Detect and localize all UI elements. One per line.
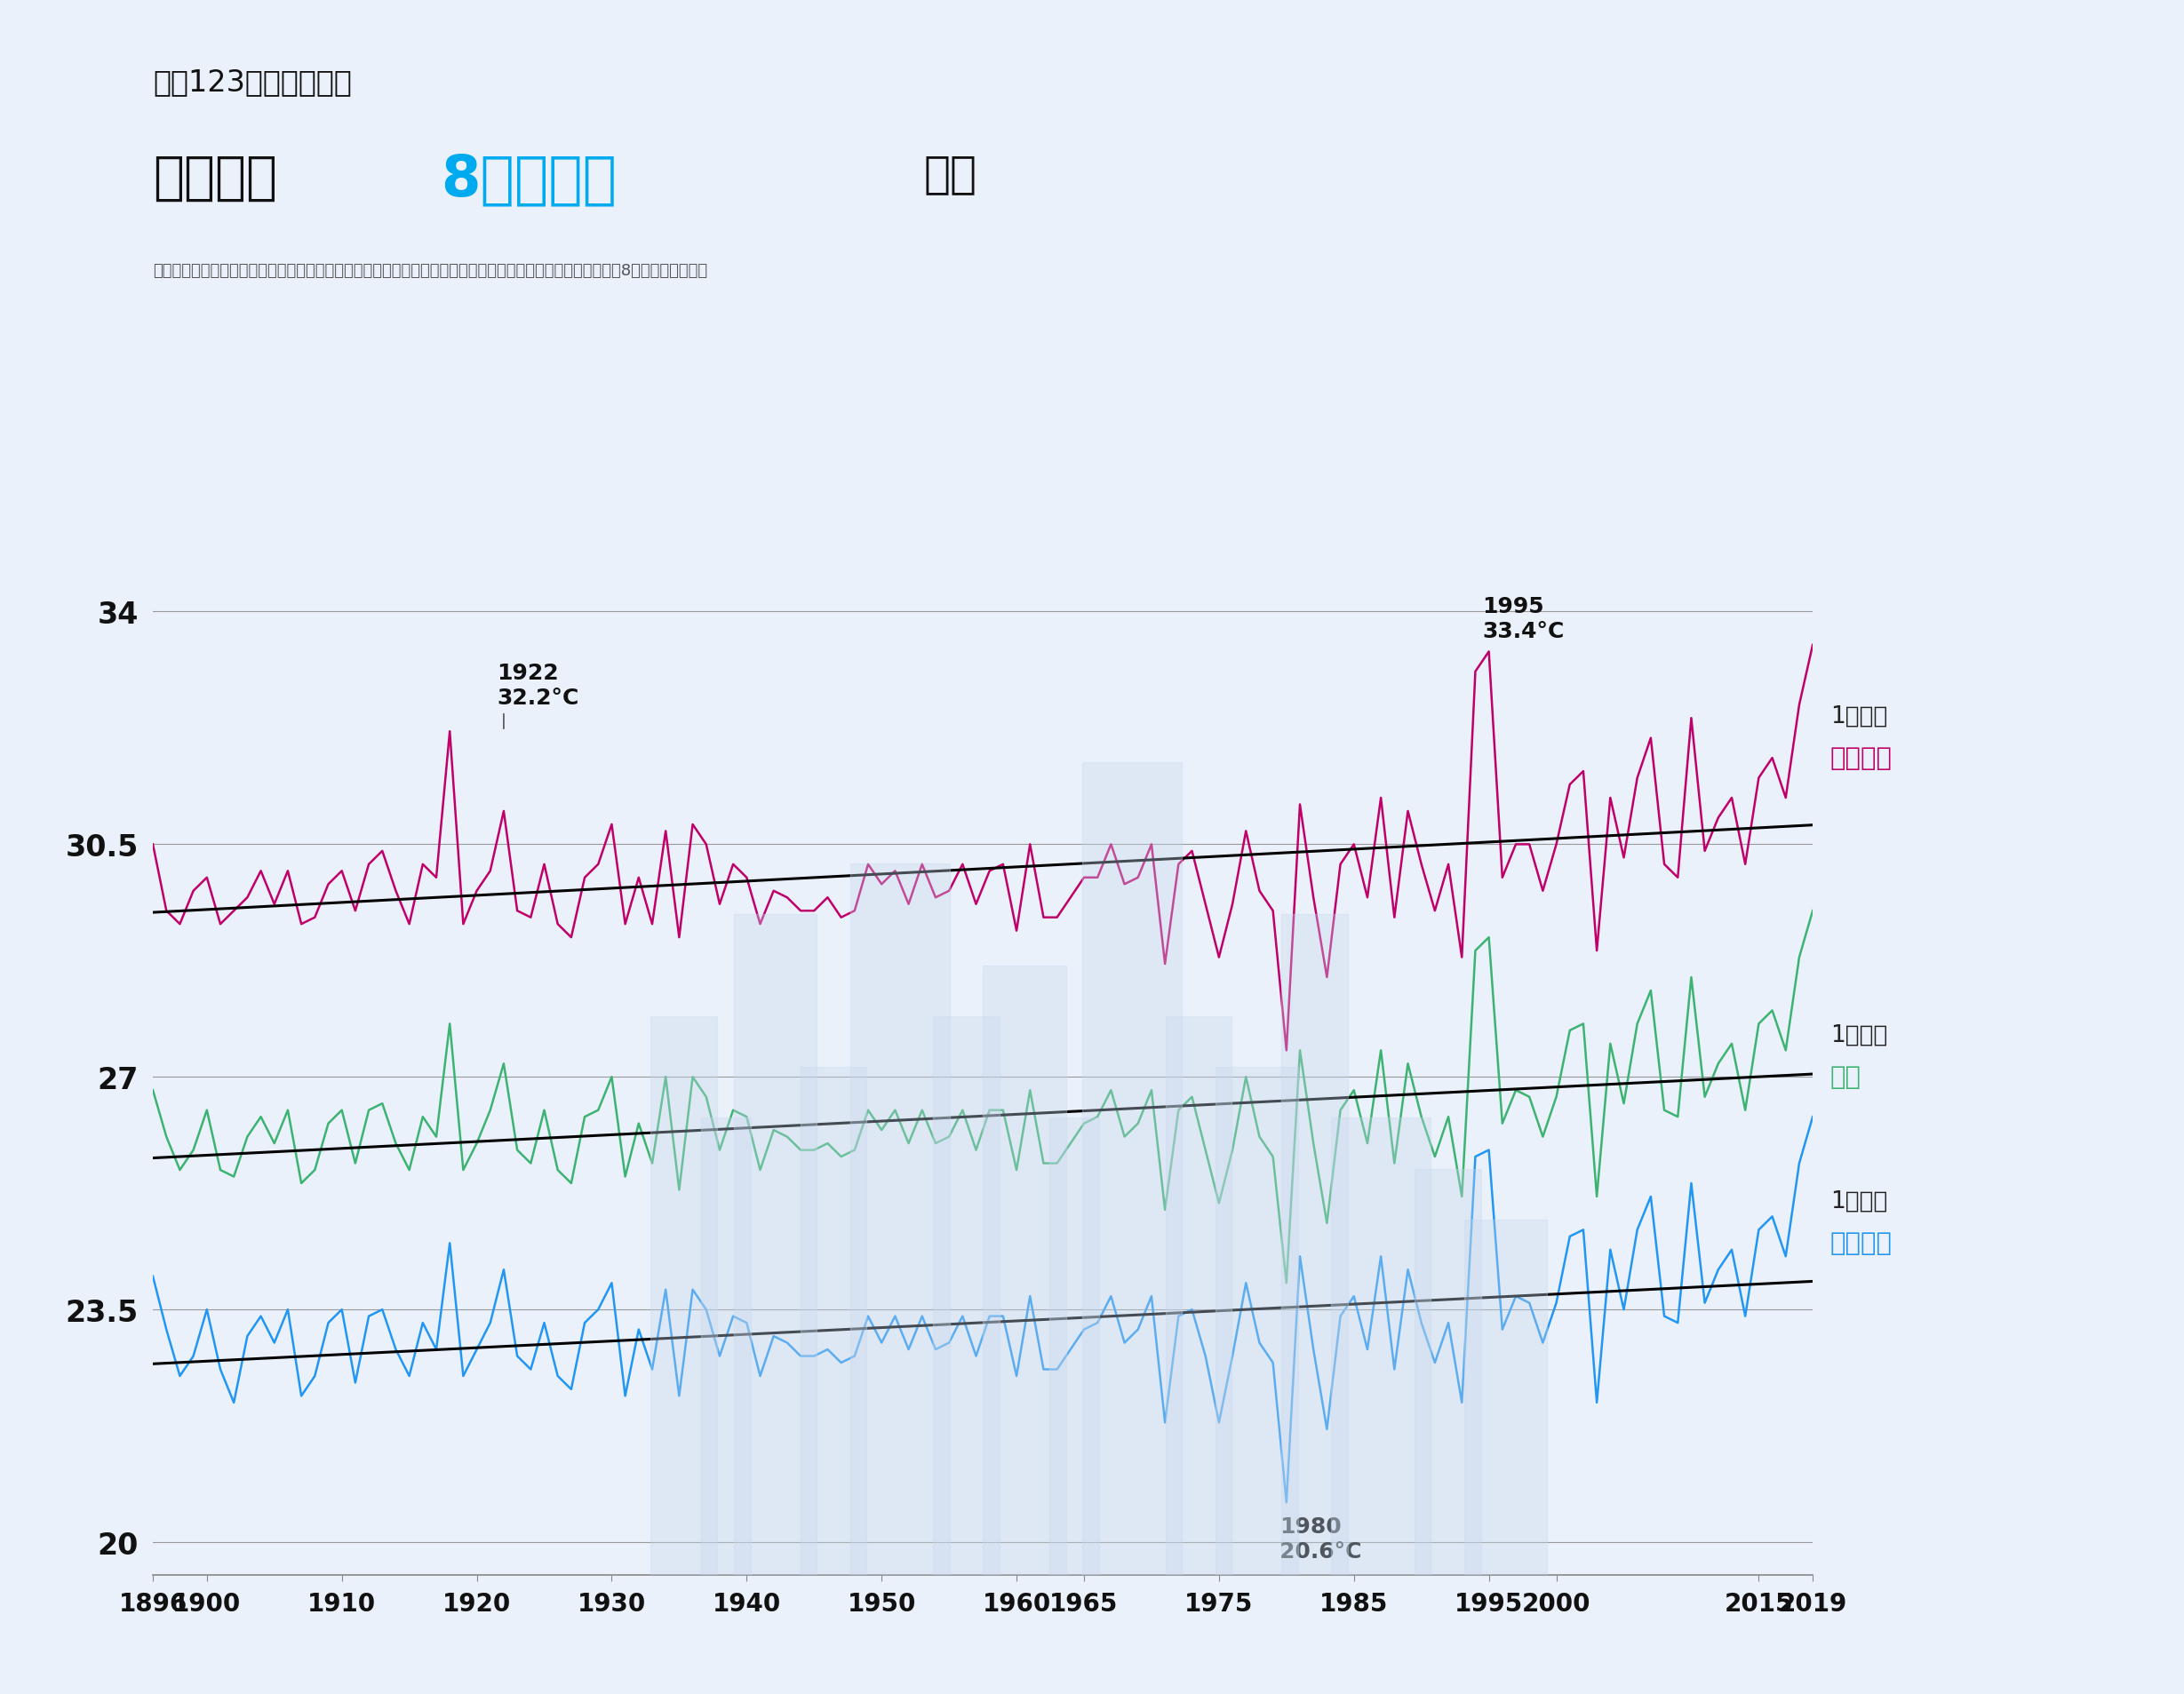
Text: 最低気温: 最低気温	[1830, 1232, 1891, 1255]
Bar	[1048, 1118, 1099, 1575]
Bar	[734, 915, 817, 1575]
Text: 1日平均: 1日平均	[1830, 705, 1887, 727]
Bar	[1214, 1067, 1297, 1575]
Bar	[799, 1067, 867, 1575]
Bar	[933, 1016, 1000, 1575]
Text: 1980
20.6°C: 1980 20.6°C	[1280, 1516, 1363, 1562]
Bar	[1083, 762, 1182, 1575]
Text: 気象庁ホームページ「観測開始からの毎月の値の横浜　日最高気温・日平均気温・日最低気温」の各項目より8月を抜粋して作成: 気象庁ホームページ「観測開始からの毎月の値の横浜 日最高気温・日平均気温・日最低…	[153, 263, 708, 278]
Bar	[651, 1016, 716, 1575]
Bar	[1463, 1220, 1546, 1575]
Text: 1995
33.4°C: 1995 33.4°C	[1483, 596, 1564, 642]
Text: 1日平均: 1日平均	[1830, 1023, 1887, 1047]
Bar	[983, 966, 1066, 1575]
Text: 最高気温: 最高気温	[1830, 745, 1891, 771]
Text: 過去123年間における: 過去123年間における	[153, 68, 352, 97]
Bar	[1332, 1118, 1431, 1575]
Bar	[701, 1118, 751, 1575]
Text: 1日平均: 1日平均	[1830, 1189, 1887, 1213]
Text: 8月の気温: 8月の気温	[441, 152, 618, 207]
Text: 気温: 気温	[1830, 1066, 1861, 1089]
Bar	[850, 864, 950, 1575]
Text: 推移: 推移	[924, 152, 976, 195]
Bar	[1282, 915, 1348, 1575]
Bar	[1166, 1016, 1232, 1575]
Text: 横浜市の: 横浜市の	[153, 152, 277, 203]
Bar	[1415, 1169, 1481, 1575]
Text: 1922
32.2°C: 1922 32.2°C	[498, 662, 579, 708]
